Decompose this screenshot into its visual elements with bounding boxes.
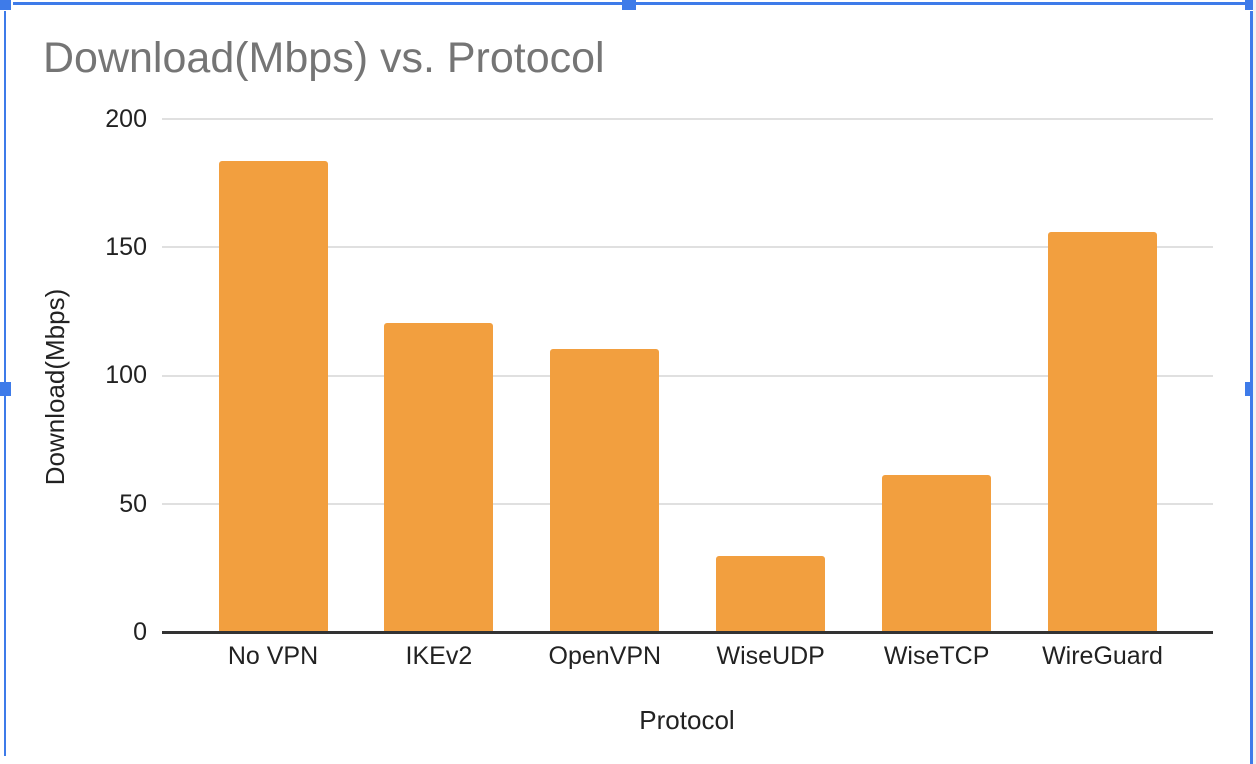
- bar-wiseudp[interactable]: [716, 555, 826, 634]
- category-label-openvpn: OpenVPN: [548, 642, 662, 670]
- gridline-150: [162, 246, 1213, 249]
- x-axis-line: [162, 631, 1213, 634]
- selection-handle-top-center[interactable]: [622, 0, 636, 10]
- bar-no-vpn[interactable]: [218, 160, 328, 634]
- selection-handle-top-left[interactable]: [0, 0, 11, 10]
- gridline-50: [162, 503, 1213, 506]
- gridline-200: [162, 118, 1213, 120]
- page-edge: [1253, 0, 1256, 764]
- category-label-wisetcp: WiseTCP: [883, 642, 990, 670]
- bar-wireguard[interactable]: [1048, 231, 1157, 634]
- chart-title: Download(Mbps) vs. Protocol: [43, 34, 605, 82]
- bar-wisetcp[interactable]: [882, 474, 992, 634]
- category-label-ikev2: IKEv2: [405, 642, 473, 670]
- category-label-no-vpn: No VPN: [227, 642, 319, 670]
- bar-openvpn[interactable]: [550, 348, 660, 634]
- y-tick-label-150: 150: [105, 232, 147, 261]
- selection-handle-top-right[interactable]: [1245, 0, 1256, 10]
- y-tick-label-200: 200: [105, 104, 147, 133]
- category-label-wireguard: WireGuard: [1042, 642, 1163, 670]
- y-tick-label-50: 50: [119, 489, 147, 518]
- y-tick-label-0: 0: [133, 618, 147, 646]
- y-tick-label-100: 100: [105, 361, 147, 390]
- bar-ikev2[interactable]: [384, 322, 494, 634]
- category-label-wiseudp: WiseUDP: [716, 642, 825, 670]
- gridline-100: [162, 374, 1213, 377]
- selection-handle-right-middle[interactable]: [1245, 382, 1256, 396]
- x-axis-title: Protocol: [639, 705, 735, 735]
- selection-handle-left-middle[interactable]: [0, 382, 11, 396]
